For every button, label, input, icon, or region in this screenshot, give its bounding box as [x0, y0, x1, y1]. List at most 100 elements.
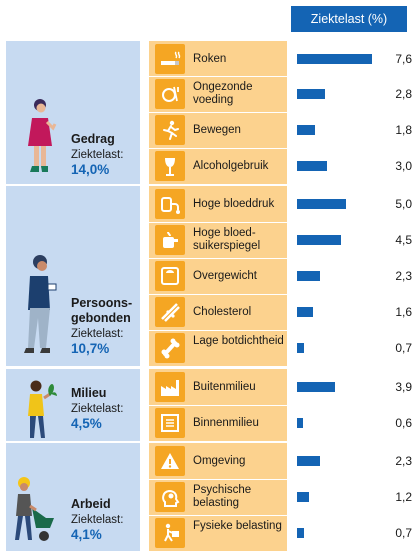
row-roken: Roken 7,6 — [6, 41, 414, 77]
value-bar — [297, 125, 315, 135]
glucose-meter-icon — [155, 225, 185, 255]
value-bar — [297, 456, 320, 466]
lifting-worker-icon — [155, 518, 185, 548]
value-label: 1,8 — [395, 123, 412, 137]
row-psychische-belasting: Psychische belasting 1,2 — [6, 479, 414, 515]
row-ongezonde-voeding: Ongezonde voeding 2,8 — [6, 76, 414, 112]
value-bar — [297, 161, 327, 171]
value-label: 1,6 — [395, 305, 412, 319]
risk-factor-label: Lage botdichtheid — [193, 335, 284, 347]
group-panel — [6, 369, 140, 441]
row-cholesterol: Cholesterol 1,6 — [6, 294, 414, 330]
group-total-value: 14,0% — [71, 162, 110, 177]
value-bar — [297, 271, 320, 281]
row-omgeving: Omgeving 2,3 — [6, 443, 414, 479]
group-name: Milieu — [71, 386, 107, 400]
food-icon — [155, 79, 185, 109]
group-text: Milieu Ziektelast: 4,5% — [71, 386, 151, 432]
group-0: Gedrag Ziektelast: 14,0% Roken 7,6 Ongezonde … — [6, 41, 414, 184]
column-header: Ziektelast (%) — [291, 6, 407, 32]
row-divider — [149, 222, 287, 223]
risk-factor-label: Cholesterol — [193, 305, 252, 318]
value-bar — [297, 54, 372, 64]
group-text: Arbeid Ziektelast: 4,1% — [71, 497, 151, 543]
group-name: Gedrag — [71, 132, 115, 146]
value-label: 0,7 — [395, 341, 412, 355]
value-bar — [297, 418, 303, 428]
value-bar — [297, 307, 313, 317]
group-total-label: Ziektelast: — [71, 514, 124, 526]
value-label: 1,2 — [395, 490, 412, 504]
value-label: 5,0 — [395, 197, 412, 211]
row-binnenmilieu: Binnenmilieu 0,6 — [6, 405, 414, 441]
row-divider — [149, 112, 287, 113]
bone-icon — [155, 333, 185, 363]
value-bar — [297, 343, 304, 353]
risk-factor-label: Hoge bloed-suikerspiegel — [193, 227, 261, 252]
cholesterol-icon — [155, 297, 185, 327]
row-divider — [149, 258, 287, 259]
row-divider — [149, 479, 287, 480]
group-text: Gedrag Ziektelast: 14,0% — [71, 132, 151, 178]
group-3: Arbeid Ziektelast: 4,1% Omgeving 2,3 Psychisc… — [6, 443, 414, 551]
value-label: 3,9 — [395, 380, 412, 394]
risk-factor-label: Binnenmilieu — [193, 416, 259, 429]
ventilation-icon — [155, 408, 185, 438]
group-text: Persoons-gebonden Ziektelast: 10,7% — [71, 296, 151, 357]
risk-factor-label: Fysieke belasting — [193, 520, 282, 532]
value-bar — [297, 199, 347, 209]
row-divider — [149, 515, 287, 516]
row-hoge-bloeddruk: Hoge bloeddruk 5,0 — [6, 186, 414, 222]
group-total-label: Ziektelast: — [71, 403, 124, 415]
value-label: 2,8 — [395, 87, 412, 101]
value-bar — [297, 382, 336, 392]
value-label: 0,7 — [395, 526, 412, 540]
row-divider — [149, 405, 287, 406]
head-stress-icon — [155, 482, 185, 512]
risk-factor-label: Ongezonde voeding — [193, 81, 253, 106]
blood-pressure-icon — [155, 189, 185, 219]
value-label: 7,6 — [395, 52, 412, 66]
woman-plant-icon — [20, 378, 60, 447]
risk-factor-label: Buitenmilieu — [193, 380, 256, 393]
group-total-value: 10,7% — [71, 341, 110, 356]
group-panel — [6, 41, 140, 184]
row-divider — [149, 76, 287, 77]
row-lage-botdichtheid: Lage botdichtheid 0,7 — [6, 330, 414, 366]
group-name: Arbeid — [71, 497, 111, 511]
cigarette-icon — [155, 44, 185, 74]
value-label: 3,0 — [395, 159, 412, 173]
row-fysieke-belasting: Fysieke belasting 0,7 — [6, 515, 414, 551]
group-total-value: 4,5% — [71, 416, 102, 431]
row-divider — [149, 148, 287, 149]
row-overgewicht: Overgewicht 2,3 — [6, 258, 414, 294]
group-total-label: Ziektelast: — [71, 328, 124, 340]
value-label: 4,5 — [395, 233, 412, 247]
value-label: 2,3 — [395, 269, 412, 283]
value-bar — [297, 89, 325, 99]
group-2: Milieu Ziektelast: 4,5% Buitenmilieu 3,9 Binn… — [6, 369, 414, 441]
value-label: 0,6 — [395, 416, 412, 430]
group-total-label: Ziektelast: — [71, 149, 124, 161]
row-hoge-bloed-suikerspiegel: Hoge bloed-suikerspiegel 4,5 — [6, 222, 414, 258]
running-icon — [155, 115, 185, 145]
scale-icon — [155, 261, 185, 291]
risk-factor-label: Overgewicht — [193, 269, 257, 282]
risk-factor-label: Bewegen — [193, 123, 241, 136]
value-label: 2,3 — [395, 454, 412, 468]
value-bar — [297, 235, 342, 245]
row-bewegen: Bewegen 1,8 — [6, 112, 414, 148]
risk-factor-label: Psychische belasting — [193, 484, 252, 509]
value-bar — [297, 528, 304, 538]
group-panel — [6, 186, 140, 366]
woman-smoking-icon — [20, 96, 60, 181]
risk-factor-label: Omgeving — [193, 454, 246, 467]
value-bar — [297, 492, 309, 502]
row-divider — [149, 330, 287, 331]
risk-factor-label: Alcoholgebruik — [193, 159, 269, 172]
group-total-value: 4,1% — [71, 527, 102, 542]
group-1: Persoons-gebonden Ziektelast: 10,7% Hoge bl… — [6, 186, 414, 366]
worker-wheelbarrow-icon — [10, 474, 58, 551]
row-buitenmilieu: Buitenmilieu 3,9 — [6, 369, 414, 405]
risk-factor-label: Roken — [193, 52, 227, 65]
